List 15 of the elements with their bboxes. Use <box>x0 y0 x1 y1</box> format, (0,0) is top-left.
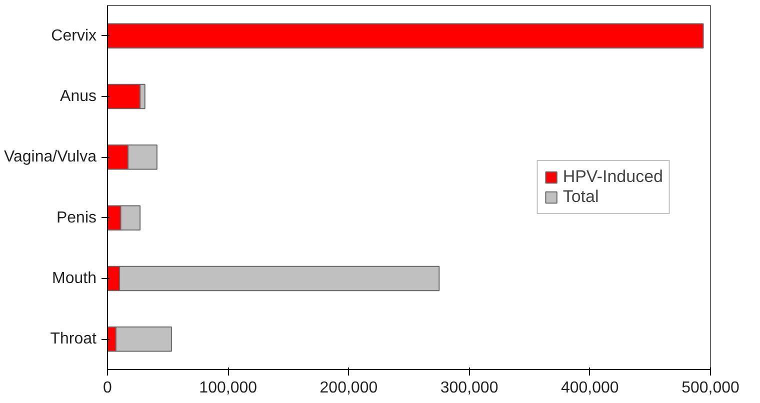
x-tick-label: 300,000 <box>440 380 498 396</box>
bar <box>108 23 704 48</box>
x-tick-label: 0 <box>103 380 112 396</box>
x-tick-label: 500,000 <box>682 380 740 396</box>
x-tick-label: 400,000 <box>560 380 619 396</box>
y-tick-label: Vagina/Vulva <box>4 148 97 166</box>
y-tick-label: Throat <box>50 330 98 348</box>
y-tick-label: Mouth <box>52 270 96 287</box>
legend-label: HPV-Induced <box>562 167 663 187</box>
y-tick-label: Penis <box>56 209 97 226</box>
y-tick-label: Cervix <box>51 27 97 44</box>
y-tick-label: Anus <box>60 88 96 105</box>
x-tick-label: 200,000 <box>320 380 378 396</box>
x-tick-label: 100,000 <box>199 380 258 396</box>
legend-label: Total <box>562 187 599 207</box>
